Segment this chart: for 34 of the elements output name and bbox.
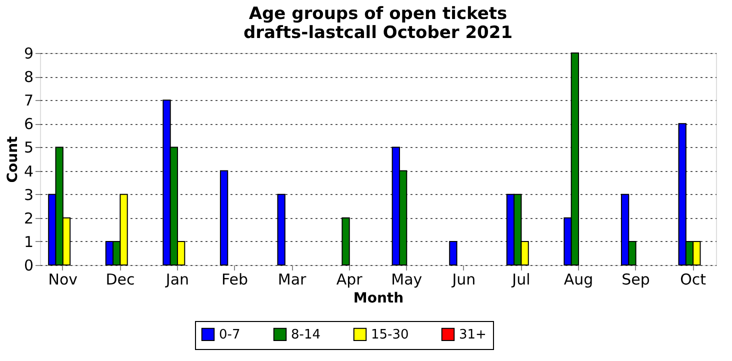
legend-label: 15-30 [371,327,409,342]
y-tick-label: 4 [24,162,34,180]
x-tick-label: May [391,270,422,288]
y-tick-label: 1 [24,232,34,251]
y-tick-label: 7 [24,92,34,110]
x-tick-label: Nov [48,270,78,288]
y-tick-label: 9 [24,44,34,62]
legend-label: 8-14 [291,327,321,342]
text: Age groups of open tickets [248,4,508,24]
x-tick-label: Aug [564,270,594,288]
y-tick-label: 2 [24,209,34,228]
y-tick-label: 3 [24,186,34,204]
bar [220,170,228,266]
text: drafts-lastcall October 2021 [243,23,513,43]
x-tick-label: Mar [278,270,308,288]
legend-label: 31+ [459,327,486,342]
y-tick-label: 6 [24,115,34,134]
x-tick-label: Dec [106,270,135,288]
x-tick-label: Feb [222,270,248,288]
y-tick-label: 5 [24,138,34,157]
y-axis-title: Count [4,136,21,183]
bar [277,194,286,266]
x-tick-label: Sep [622,270,650,288]
bar [449,240,458,266]
x-axis-title: Month [353,290,404,306]
x-tick-label: Jan [164,270,190,288]
y-tick-label: 0 [24,256,34,274]
bar [342,217,350,266]
y-tick-label: 8 [24,68,34,86]
legend-label: 0-7 [219,327,240,342]
x-tick-label: Jun [451,270,476,288]
x-tick-label: Apr [336,270,364,288]
x-tick-label: Oct [680,270,706,288]
x-tick-label: Jul [511,270,530,288]
